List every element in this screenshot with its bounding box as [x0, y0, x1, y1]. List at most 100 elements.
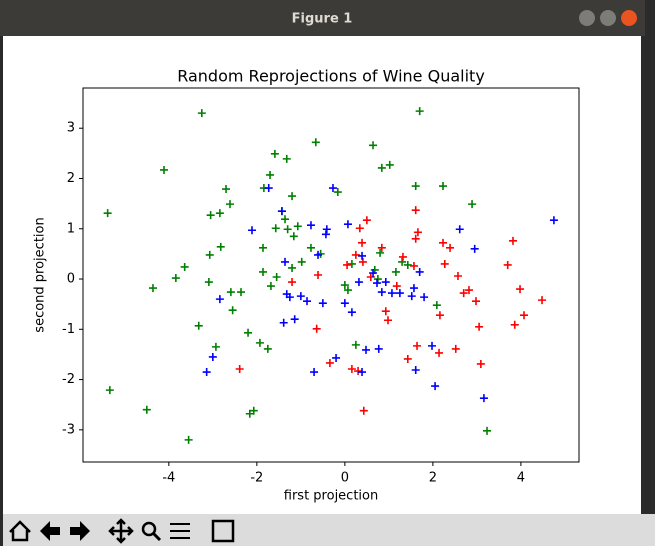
point [142, 405, 151, 414]
point [354, 278, 363, 287]
point [411, 182, 420, 191]
point [409, 261, 418, 270]
point [255, 338, 264, 347]
point [321, 230, 330, 239]
pan-button[interactable] [108, 518, 134, 544]
point [204, 278, 213, 287]
toolbar [3, 514, 655, 546]
point [503, 260, 512, 269]
point [475, 322, 484, 331]
point [103, 209, 112, 218]
maximize-button[interactable] [600, 10, 616, 26]
point [377, 243, 386, 252]
point [343, 260, 352, 269]
point [259, 267, 268, 276]
point [270, 149, 279, 158]
point [282, 154, 291, 163]
window-title: Figure 1 [292, 12, 353, 27]
point [290, 315, 299, 324]
point [306, 221, 315, 230]
point [303, 297, 312, 306]
y-tick-label: 0 [67, 272, 75, 287]
point [415, 107, 424, 116]
point [358, 238, 367, 247]
save-button[interactable] [211, 519, 235, 543]
point [216, 242, 225, 251]
close-button[interactable] [621, 10, 637, 26]
point [403, 354, 412, 363]
point [519, 311, 528, 320]
point [226, 288, 235, 297]
point [248, 226, 257, 235]
point [358, 257, 367, 266]
point [322, 225, 331, 234]
point [413, 228, 422, 237]
point [374, 344, 383, 353]
y-tick-label: -2 [62, 372, 75, 387]
point [194, 321, 203, 330]
point [332, 353, 341, 362]
zoom-button[interactable] [141, 521, 157, 537]
point [347, 365, 356, 374]
point [455, 225, 464, 234]
point [272, 273, 281, 282]
point [369, 268, 378, 277]
point [369, 141, 378, 150]
minimize-button[interactable] [579, 10, 595, 26]
point [411, 234, 420, 243]
point [377, 288, 386, 297]
point [377, 163, 386, 172]
x-tick-label: 2 [429, 471, 437, 486]
y-axis-label: second projection [33, 217, 48, 332]
x-tick-label: 4 [517, 471, 525, 486]
forward-button[interactable] [70, 521, 90, 541]
back-button[interactable] [40, 521, 60, 541]
point [351, 340, 360, 349]
point [148, 284, 157, 293]
point [451, 344, 460, 353]
point [470, 244, 479, 253]
point [508, 236, 517, 245]
point [355, 224, 364, 233]
point [366, 273, 375, 282]
point [236, 288, 245, 297]
point [244, 328, 253, 337]
point [249, 406, 258, 415]
point [391, 267, 400, 276]
configure-button[interactable] [170, 523, 190, 539]
point [222, 185, 231, 194]
x-axis-label: first projection [284, 489, 378, 504]
chart-title: Random Reprojections of Wine Quality [177, 67, 485, 86]
point [479, 394, 488, 403]
point [381, 307, 390, 316]
point [362, 216, 371, 225]
point [310, 368, 319, 377]
point [435, 348, 444, 357]
point [180, 262, 189, 271]
point [105, 386, 114, 395]
point [281, 257, 290, 266]
zoom-handle [151, 531, 162, 542]
point [398, 252, 407, 261]
point [314, 271, 323, 279]
home-button[interactable] [9, 520, 31, 542]
point [306, 243, 315, 252]
point [516, 285, 525, 294]
point [538, 296, 547, 305]
point [289, 232, 298, 241]
x-tick-label: -4 [162, 471, 175, 486]
point [392, 282, 401, 291]
point [411, 206, 420, 215]
point [159, 165, 168, 174]
point [440, 259, 449, 268]
point [205, 250, 214, 259]
point [235, 365, 244, 374]
y-tick-label: 3 [67, 121, 75, 136]
point [347, 308, 356, 317]
point [483, 426, 492, 435]
point [328, 184, 337, 193]
point [266, 282, 275, 291]
title-bar [0, 0, 645, 36]
point [228, 306, 237, 315]
point [510, 320, 519, 329]
